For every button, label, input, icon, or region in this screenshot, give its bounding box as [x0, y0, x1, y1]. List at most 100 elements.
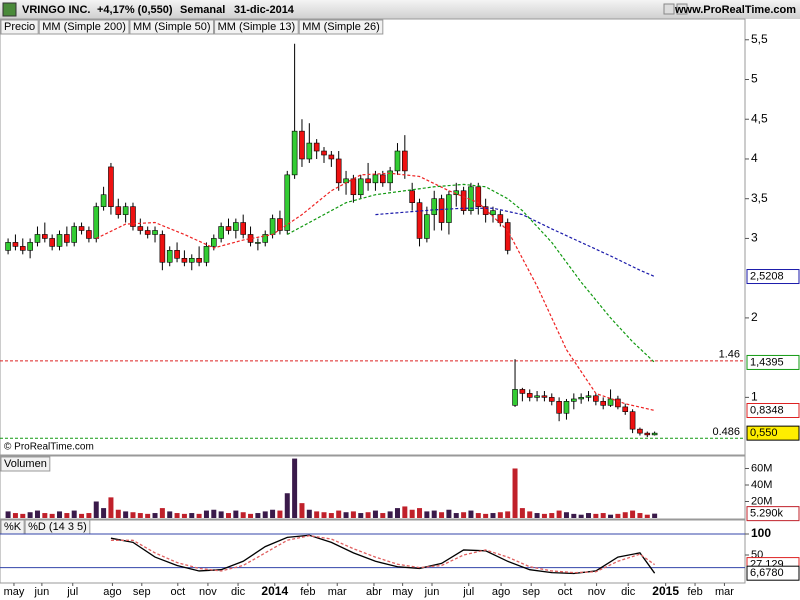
- candle-body: [365, 178, 371, 184]
- candle-body: [225, 226, 232, 231]
- candle-body: [218, 226, 224, 239]
- value-marker: [746, 403, 800, 419]
- volume-bar: [218, 511, 224, 518]
- legend-label: %D (14 3 5): [28, 521, 87, 533]
- candle-body: [607, 398, 614, 406]
- legend: %K %D (14 3 5): [0, 519, 91, 535]
- candle-body: [497, 214, 504, 223]
- header-bar: [0, 0, 800, 19]
- x-tick-label: ago: [103, 586, 121, 598]
- candle-body: [585, 395, 592, 398]
- volume-bar: [490, 513, 496, 518]
- y-tick-label: 2: [751, 310, 758, 324]
- volume-bar: [277, 510, 283, 518]
- legend: Precio MM (Simple 200) MM (Simple 50) MM (S…: [0, 19, 384, 35]
- volume-bar: [123, 511, 129, 518]
- volume-bar: [358, 513, 364, 518]
- stochastic-panel: [0, 519, 746, 584]
- volume-bar: [240, 512, 246, 518]
- volume-bar: [196, 513, 202, 518]
- volume-bar: [49, 513, 55, 518]
- x-tick-label: oct: [170, 586, 185, 598]
- candle-body: [335, 158, 342, 184]
- x-tick-label: 2014: [261, 584, 288, 598]
- window-button[interactable]: [663, 3, 675, 15]
- x-tick-label: jun: [424, 586, 440, 598]
- legend-label: MM (Simple 26): [302, 21, 380, 33]
- volume-bar: [255, 513, 261, 518]
- x-tick-label: may: [4, 586, 25, 598]
- volume-bar: [248, 513, 254, 518]
- candle-body: [108, 166, 114, 207]
- volume-bar: [541, 513, 547, 518]
- candle-body: [504, 222, 511, 251]
- volume-bar: [42, 513, 48, 518]
- value-marker: [746, 425, 800, 441]
- volume-bar: [600, 513, 606, 518]
- volume-bar: [512, 468, 518, 518]
- volume-bar: [115, 509, 121, 518]
- volume-bar: [630, 510, 636, 518]
- candle-body: [409, 190, 415, 203]
- y-tick-label: 5: [751, 72, 758, 86]
- candle-body: [350, 178, 357, 196]
- candle-body: [34, 234, 41, 243]
- volume-bar: [343, 512, 349, 518]
- candle-body: [593, 395, 599, 402]
- volume-bar: [137, 513, 143, 518]
- candle-body: [372, 174, 379, 184]
- candle-body: [629, 411, 636, 430]
- volume-bar: [380, 513, 386, 518]
- x-tick-label: 2015: [652, 584, 679, 598]
- volume-bar: [527, 511, 533, 518]
- volume-bar: [519, 508, 525, 518]
- volume-bar: [262, 511, 268, 518]
- legend-box: [214, 19, 299, 35]
- candle-body: [387, 170, 393, 184]
- x-tick-label: ago: [492, 586, 510, 598]
- window-button[interactable]: [676, 3, 688, 15]
- x-tick-label: dic: [621, 586, 636, 598]
- x-tick-label: nov: [199, 586, 217, 598]
- candle-body: [211, 238, 217, 247]
- app-icon: [2, 2, 17, 17]
- volume-panel: [0, 455, 746, 520]
- candle-body: [181, 258, 188, 263]
- volume-bar: [365, 512, 371, 518]
- volume-bar: [306, 509, 312, 518]
- legend-label: Precio: [4, 21, 35, 33]
- candle-body: [548, 397, 555, 402]
- volume-bar: [372, 510, 378, 518]
- y-tick-label: 3: [751, 231, 758, 245]
- candle-body: [519, 389, 526, 394]
- volume-bar: [549, 513, 555, 518]
- candle-body: [277, 218, 283, 231]
- candle-body: [137, 226, 144, 231]
- y-tick-label: 60M: [751, 462, 772, 474]
- copyright: © ProRealTime.com: [4, 442, 94, 453]
- candle-body: [600, 401, 607, 406]
- candle-body: [291, 130, 298, 176]
- reference-label: 1.46: [719, 349, 740, 361]
- volume-bar: [225, 513, 231, 518]
- value-marker-label: 0,8348: [750, 404, 784, 416]
- candle-body: [49, 238, 55, 247]
- volume-bar: [93, 501, 99, 518]
- candle-body: [78, 226, 85, 231]
- candle-body: [438, 198, 445, 223]
- value-marker-label: 0,550: [750, 427, 778, 439]
- candle-body: [490, 210, 496, 215]
- volume-bar: [439, 512, 445, 518]
- value-marker-label: 1,4395: [750, 356, 784, 368]
- candle-body: [255, 242, 261, 244]
- volume-bar: [468, 510, 474, 518]
- x-tick-label: feb: [687, 586, 702, 598]
- candle-body: [556, 401, 562, 414]
- y-tick-label: 40M: [751, 479, 772, 491]
- y-tick-label: 5,5: [751, 32, 768, 46]
- x-tick-label: sep: [522, 586, 540, 598]
- volume-bar: [71, 510, 77, 518]
- x-tick-label: mar: [328, 586, 347, 598]
